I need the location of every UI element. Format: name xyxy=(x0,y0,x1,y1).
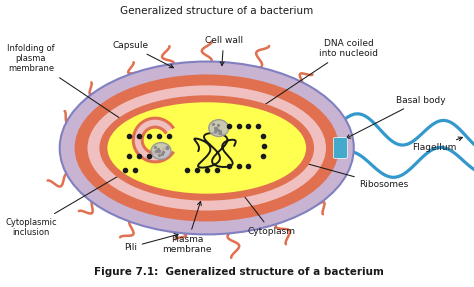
Text: Infolding of
plasma
membrane: Infolding of plasma membrane xyxy=(7,44,133,127)
Text: Figure 7.1:  Generalized structure of a bacterium: Figure 7.1: Generalized structure of a b… xyxy=(93,267,383,277)
Text: Cell wall: Cell wall xyxy=(205,36,243,65)
Text: Capsule: Capsule xyxy=(112,41,173,68)
Text: Generalized structure of a bacterium: Generalized structure of a bacterium xyxy=(120,6,313,16)
Ellipse shape xyxy=(60,61,354,234)
Text: Cytoplasmic
inclusion: Cytoplasmic inclusion xyxy=(5,153,158,237)
Ellipse shape xyxy=(108,102,306,194)
Ellipse shape xyxy=(100,95,314,201)
Text: Basal body: Basal body xyxy=(346,96,445,138)
Text: Pili: Pili xyxy=(124,234,178,252)
Text: Plasma
membrane: Plasma membrane xyxy=(162,201,211,254)
Text: Ribosomes: Ribosomes xyxy=(268,152,408,189)
Text: Cytoplasm: Cytoplasm xyxy=(234,183,295,236)
Text: Flagellum: Flagellum xyxy=(412,137,462,152)
Ellipse shape xyxy=(74,74,339,222)
Polygon shape xyxy=(133,118,173,162)
Ellipse shape xyxy=(88,85,326,211)
FancyBboxPatch shape xyxy=(333,137,347,158)
Text: DNA coiled
into nucleoid: DNA coiled into nucleoid xyxy=(230,39,378,128)
Ellipse shape xyxy=(209,120,228,137)
Ellipse shape xyxy=(151,143,171,159)
